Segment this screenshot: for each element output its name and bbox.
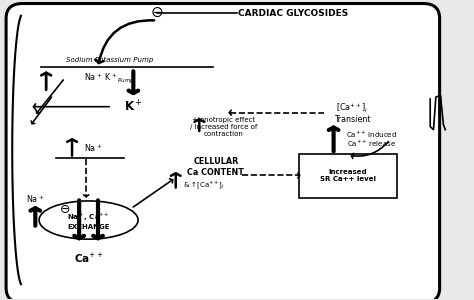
Text: Increased
SR Ca++ level: Increased SR Ca++ level [320,169,376,182]
Text: EXCHANGE: EXCHANGE [67,224,110,230]
Text: Na$^+$, Ca$^{++}$: Na$^+$, Ca$^{++}$ [67,212,110,223]
Text: K$^+$: K$^+$ [124,99,143,114]
Ellipse shape [39,201,138,239]
Text: & ↑[Ca$^{++}$]$_i$: & ↑[Ca$^{++}$]$_i$ [183,179,225,191]
Text: Ca$^{++}$ induced: Ca$^{++}$ induced [346,130,397,140]
Text: [Ca$^{++}$]$_i$: [Ca$^{++}$]$_i$ [337,102,369,115]
Text: Na$^+$ K$^+$$_{Pump}$: Na$^+$ K$^+$$_{Pump}$ [84,71,135,85]
Text: Ca$^{++}$: Ca$^{++}$ [74,252,103,265]
Text: $\ominus$: $\ominus$ [59,203,71,216]
Text: +Ionotropic effect
/ Increased force of
contraction: +Ionotropic effect / Increased force of … [190,117,257,136]
FancyBboxPatch shape [6,4,439,300]
Text: CELLULAR
Ca CONTENT: CELLULAR Ca CONTENT [187,157,244,177]
Text: Sodium Potassium Pump: Sodium Potassium Pump [66,57,154,63]
Text: Ca$^{++}$ release: Ca$^{++}$ release [347,139,396,149]
FancyBboxPatch shape [299,154,397,198]
Text: $\ominus$: $\ominus$ [150,4,164,20]
Text: Na$^+$: Na$^+$ [26,193,45,205]
Text: CARDIAC GLYCOSIDES: CARDIAC GLYCOSIDES [238,9,349,18]
Text: Transient: Transient [334,115,371,124]
Text: Na$^+$: Na$^+$ [84,142,102,154]
